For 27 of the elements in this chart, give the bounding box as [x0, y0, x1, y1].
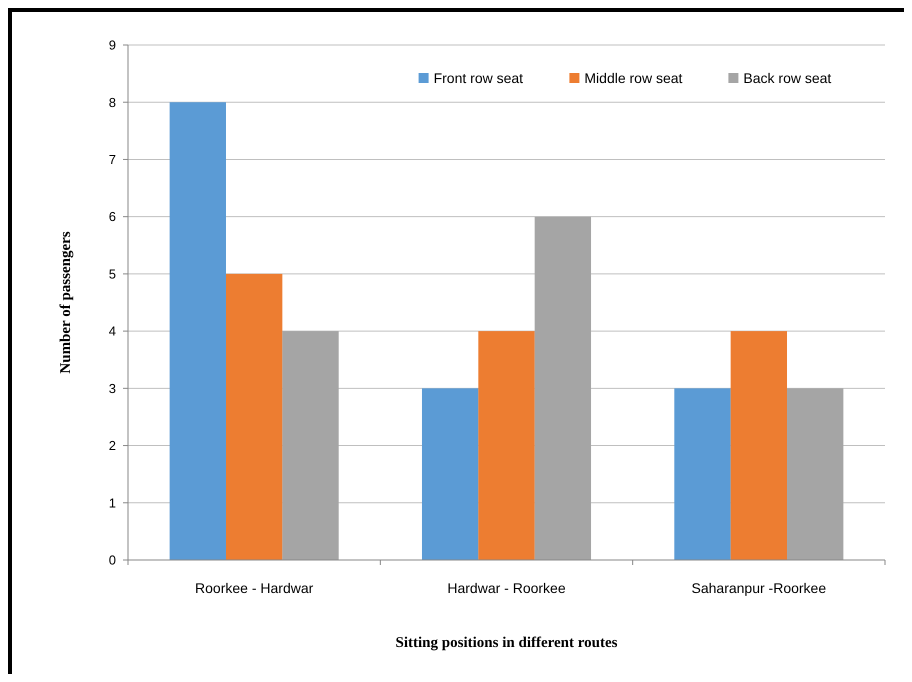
y-tick-label: 6 — [108, 209, 116, 224]
y-tick-label: 5 — [108, 266, 116, 282]
x-axis-title: Sitting positions in different routes — [396, 635, 618, 651]
y-tick-label: 4 — [108, 324, 116, 339]
legend-label: Front row seat — [434, 70, 524, 86]
bar — [170, 102, 226, 560]
bar — [282, 331, 339, 560]
bar — [478, 331, 535, 560]
y-tick-label: 2 — [108, 438, 116, 454]
bar — [226, 274, 282, 560]
y-tick-label: 1 — [108, 495, 116, 510]
bar — [787, 388, 844, 560]
y-tick-label: 7 — [108, 152, 116, 167]
y-tick-label: 3 — [108, 380, 116, 396]
x-tick-label: Saharanpur -Roorkee — [692, 580, 826, 596]
bar — [674, 388, 731, 560]
y-axis-title: Number of passengers — [58, 231, 74, 374]
x-tick-label: Roorkee - Hardwar — [195, 580, 314, 596]
bar — [422, 388, 478, 560]
bar — [730, 331, 788, 560]
legend-label: Back row seat — [743, 70, 832, 86]
y-tick-label: 9 — [108, 38, 116, 53]
legend-label: Middle row seat — [584, 70, 683, 86]
y-tick-label: 0 — [108, 552, 116, 568]
x-tick-label: Hardwar - Roorkee — [447, 580, 566, 596]
bar — [534, 216, 592, 560]
y-tick-label: 8 — [108, 94, 116, 110]
